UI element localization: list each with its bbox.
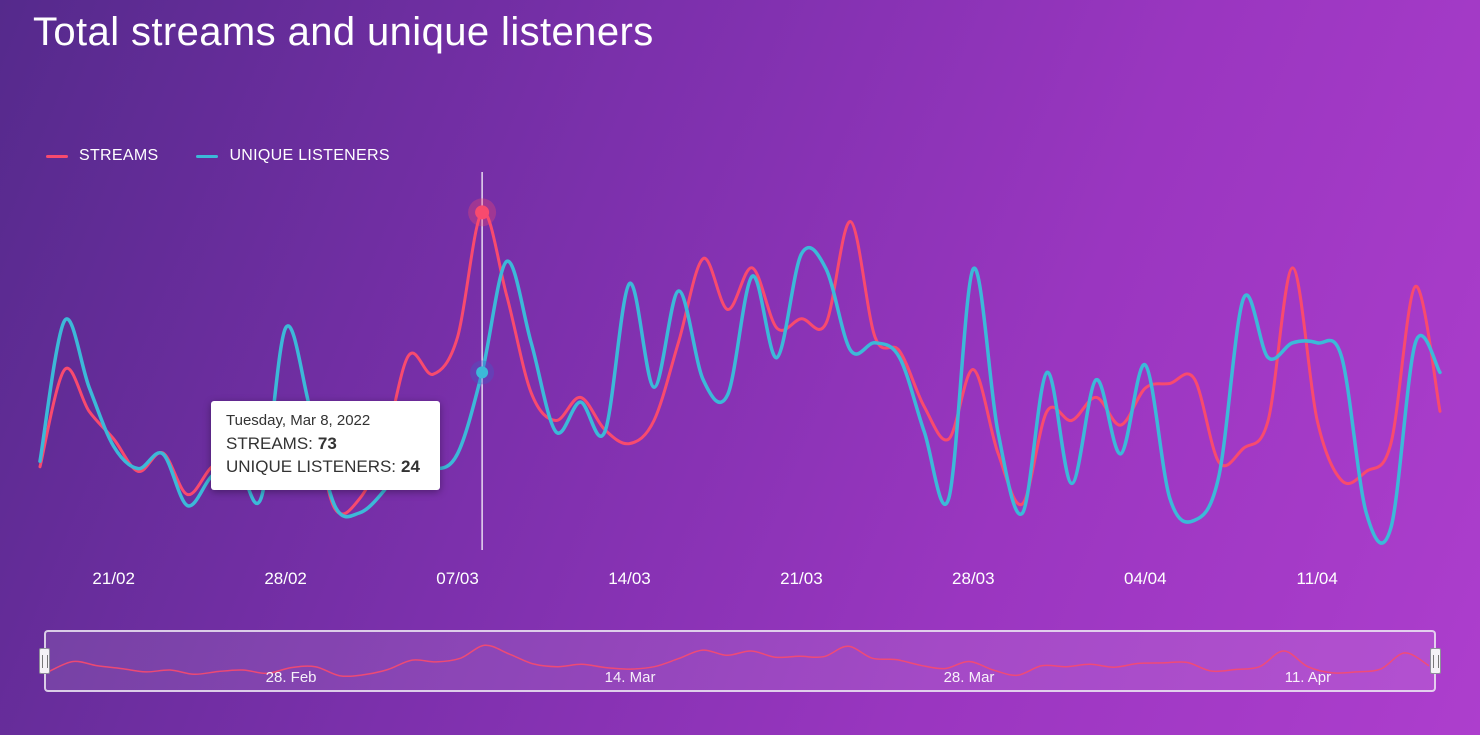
streams-line-swatch	[46, 154, 68, 158]
listeners-line-swatch	[196, 154, 219, 158]
tooltip-listeners-row: UNIQUE LISTENERS: 24	[226, 457, 420, 477]
handle-grip-icon	[41, 654, 48, 668]
tooltip-listeners-value: 24	[401, 457, 420, 476]
x-axis-label: 07/03	[436, 569, 479, 588]
navigator-labels: 28. Feb 14. Mar 28. Mar 11. Apr	[46, 632, 1434, 690]
tooltip-streams-value: 73	[317, 434, 337, 453]
navigator-axis-label: 11. Apr	[1284, 669, 1332, 686]
page-title: Total streams and unique listeners	[33, 10, 654, 54]
handle-grip-icon	[1432, 654, 1439, 668]
tooltip-streams-row: STREAMS: 73	[226, 434, 420, 454]
navigator-axis-label: 14. Mar	[604, 669, 656, 686]
x-axis-label: 11/04	[1297, 569, 1338, 588]
tooltip-listeners-label: UNIQUE LISTENERS:	[226, 457, 397, 476]
navigator-handle-left[interactable]	[39, 648, 50, 674]
listeners-marker[interactable]	[476, 366, 489, 379]
legend-item-unique-listeners[interactable]: UNIQUE LISTENERS	[196, 147, 390, 165]
streams-marker[interactable]	[475, 205, 490, 220]
chart-tooltip: Tuesday, Mar 8, 2022 STREAMS: 73 UNIQUE L…	[211, 401, 440, 490]
navigator-handle-right[interactable]	[1430, 648, 1441, 674]
legend-label-unique-listeners: UNIQUE LISTENERS	[229, 147, 390, 164]
legend-item-streams[interactable]: STREAMS	[46, 147, 158, 165]
x-axis-label: 21/03	[780, 569, 823, 588]
tooltip-streams-label: STREAMS:	[226, 434, 313, 453]
navigator-axis-label: 28. Feb	[265, 669, 317, 686]
navigator-axis-label: 28. Mar	[943, 669, 995, 686]
x-axis-label: 28/02	[264, 569, 307, 588]
navigator-series-line	[48, 644, 1430, 678]
navigator-chart	[48, 644, 1430, 678]
listeners-line[interactable]	[38, 246, 1442, 545]
chart-legend: STREAMS UNIQUE LISTENERS	[46, 147, 390, 165]
x-axis-label: 04/04	[1124, 569, 1167, 588]
x-axis-label: 14/03	[608, 569, 651, 588]
x-axis-label: 21/02	[92, 569, 135, 588]
tooltip-date: Tuesday, Mar 8, 2022	[226, 412, 371, 429]
legend-label-streams: STREAMS	[79, 147, 159, 164]
x-axis-label: 28/03	[952, 569, 995, 588]
navigator-range-selector[interactable]: 28. Feb 14. Mar 28. Mar 11. Apr	[39, 630, 1441, 692]
